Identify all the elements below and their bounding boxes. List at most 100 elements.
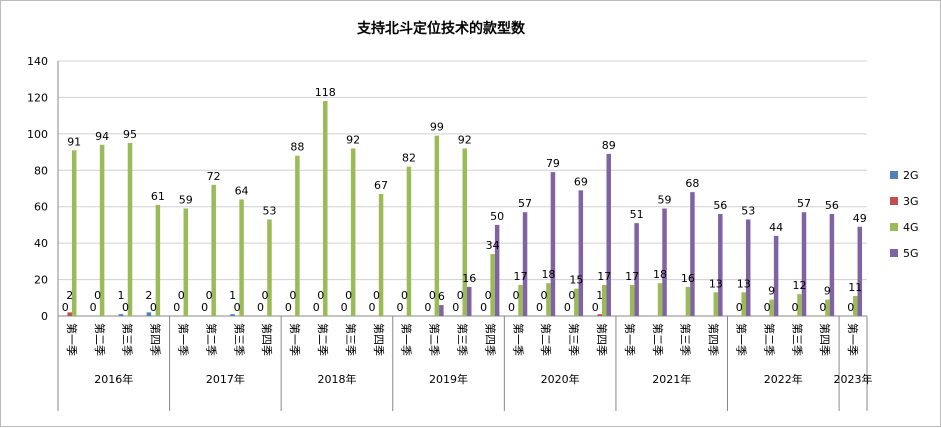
bar-4G — [574, 288, 579, 316]
data-label-5G: 79 — [546, 157, 560, 170]
data-label-5G: 57 — [797, 197, 811, 210]
bar-5G — [773, 235, 779, 316]
bar-5G — [439, 305, 444, 316]
bar-5G — [522, 212, 528, 316]
data-label-3G: 0 — [206, 289, 213, 302]
bar-5G — [550, 172, 556, 316]
x-tick-label: 第一季 — [65, 323, 79, 356]
legend-label-5G: 5G — [903, 247, 919, 260]
data-label-5G: 59 — [658, 194, 672, 207]
data-label-5G: 89 — [602, 139, 616, 152]
data-label-2G: 0 — [285, 301, 292, 314]
bar-4G — [295, 155, 300, 316]
data-label-4G: 92 — [346, 133, 360, 146]
bar-5G — [578, 190, 584, 316]
legend-label-2G: 2G — [903, 169, 919, 182]
data-label-4G: 88 — [290, 141, 304, 154]
data-label-2G: 0 — [369, 301, 376, 314]
bar-4G — [713, 292, 719, 316]
y-tick-label: 140 — [27, 55, 48, 68]
data-label-4G: 18 — [541, 268, 555, 281]
year-label: 2018年 — [317, 372, 356, 386]
bar-4G — [518, 285, 523, 316]
x-tick-label: 第四季 — [818, 323, 832, 356]
legend-label-4G: 4G — [903, 221, 919, 234]
data-label-4G: 13 — [737, 277, 751, 290]
x-tick-label: 第一季 — [511, 323, 525, 356]
data-label-4G: 15 — [569, 274, 583, 287]
bar-5G — [829, 214, 835, 316]
data-label-3G: 0 — [485, 289, 492, 302]
bar-4G — [434, 135, 440, 316]
data-label-3G: 1 — [596, 289, 603, 302]
year-label: 2023年 — [834, 372, 873, 386]
data-label-3G: 2 — [66, 289, 73, 302]
data-label-3G: 0 — [150, 301, 157, 314]
data-label-4G: 11 — [848, 281, 862, 294]
legend-label-3G: 3G — [903, 195, 919, 208]
bar-4G — [323, 101, 328, 316]
chart-title: 支持北斗定位技术的款型数 — [356, 20, 526, 37]
data-label-2G: 1 — [229, 289, 236, 302]
data-label-4G: 13 — [709, 277, 723, 290]
bar-4G — [155, 204, 161, 316]
data-label-2G: 0 — [396, 301, 403, 314]
data-label-4G: 118 — [315, 86, 336, 99]
x-tick-label: 第二季 — [428, 323, 442, 356]
bar-4G — [546, 283, 551, 316]
bar-5G — [745, 219, 751, 316]
data-label-2G: 0 — [536, 301, 543, 314]
x-tick-label: 第二季 — [651, 323, 665, 356]
data-label-4G: 99 — [430, 121, 444, 134]
bar-4G — [267, 219, 272, 316]
x-tick-label: 第四季 — [260, 323, 274, 356]
bar-4G — [769, 299, 774, 316]
x-tick-label: 第三季 — [567, 323, 581, 356]
data-label-4G: 64 — [235, 184, 249, 197]
bar-4G — [629, 285, 635, 316]
data-label-2G: 0 — [313, 301, 320, 314]
data-label-3G: 0 — [819, 301, 826, 314]
bar-4G — [797, 294, 802, 316]
x-tick-label: 第二季 — [316, 323, 330, 356]
data-label-4G: 59 — [179, 194, 193, 207]
data-label-3G: 0 — [234, 301, 241, 314]
data-label-2G: 0 — [90, 301, 97, 314]
y-tick-label: 60 — [34, 201, 48, 214]
x-tick-label: 第一季 — [623, 323, 637, 356]
data-label-3G: 0 — [540, 289, 547, 302]
data-label-4G: 16 — [681, 272, 695, 285]
data-label-4G: 67 — [374, 179, 388, 192]
bar-2G — [230, 314, 235, 316]
bar-4G — [490, 254, 495, 316]
x-tick-label: 第三季 — [679, 323, 693, 356]
bar-4G — [657, 283, 663, 316]
y-tick-label: 40 — [34, 237, 48, 250]
data-label-5G: 57 — [518, 197, 532, 210]
data-label-4G: 17 — [625, 270, 639, 283]
data-label-2G: 2 — [145, 289, 152, 302]
legend-swatch-2G — [890, 171, 898, 179]
bar-4G — [825, 299, 830, 316]
data-label-3G: 0 — [792, 301, 799, 314]
bar-4G — [853, 295, 858, 316]
x-tick-label: 第一季 — [846, 323, 860, 356]
data-label-3G: 0 — [261, 289, 268, 302]
data-label-2G: 0 — [341, 301, 348, 314]
x-tick-label: 第三季 — [344, 323, 358, 356]
data-label-4G: 91 — [67, 135, 81, 148]
data-label-4G: 94 — [95, 130, 109, 143]
x-tick-label: 第二季 — [762, 323, 776, 356]
y-tick-label: 100 — [27, 128, 48, 141]
x-tick-label: 第二季 — [93, 323, 107, 356]
year-label: 2020年 — [541, 372, 580, 386]
bar-5G — [467, 286, 472, 316]
data-label-5G: 6 — [438, 290, 445, 303]
data-label-2G: 0 — [62, 301, 69, 314]
legend-swatch-5G — [890, 249, 898, 257]
year-label: 2022年 — [764, 372, 803, 386]
data-label-2G: 0 — [592, 301, 599, 314]
bar-5G — [857, 226, 863, 316]
data-label-2G: 0 — [424, 301, 431, 314]
